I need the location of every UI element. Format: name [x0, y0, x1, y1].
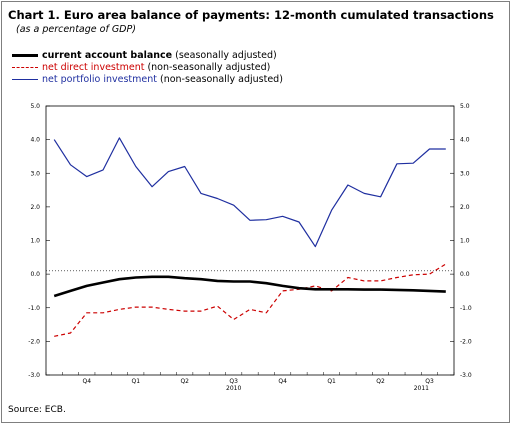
- legend-label-portfolio-investment: net portfolio investment: [42, 73, 157, 85]
- y-tick-label-left: 3.0: [30, 170, 40, 177]
- legend-swatch-portfolio-investment: [12, 78, 38, 80]
- y-tick-label-right: 5.0: [460, 103, 470, 110]
- y-tick-label-left: 5.0: [30, 103, 40, 110]
- legend: current account balance (seasonally adju…: [12, 49, 283, 85]
- y-tick-label-right: 4.0: [460, 137, 470, 144]
- series-line-net-direct-investment: [54, 263, 447, 337]
- x-quarter-label: Q4: [83, 378, 92, 385]
- y-tick-label-left: -2.0: [28, 338, 40, 345]
- chart-subtitle: (as a percentage of GDP): [16, 24, 136, 35]
- legend-label-current-account: current account balance: [42, 49, 173, 61]
- legend-item-direct-investment: net direct investment (non-seasonally ad…: [12, 61, 283, 73]
- legend-item-current-account: current account balance (seasonally adju…: [12, 49, 283, 61]
- x-quarter-label: Q2: [376, 378, 385, 385]
- x-year-label: 2010: [226, 385, 241, 392]
- legend-note-portfolio-investment: (non-seasonally adjusted): [160, 73, 283, 85]
- x-quarter-label: Q4: [278, 378, 287, 385]
- y-tick-label-left: 2.0: [30, 204, 40, 211]
- y-tick-label-left: -3.0: [28, 372, 40, 379]
- x-quarter-label: Q3: [229, 378, 238, 385]
- legend-swatch-direct-investment: [12, 66, 38, 68]
- x-quarter-label: Q2: [180, 378, 189, 385]
- legend-note-current-account: (seasonally adjusted): [175, 49, 277, 61]
- source-note: Source: ECB.: [8, 405, 66, 415]
- y-tick-label-right: 3.0: [460, 170, 470, 177]
- legend-note-direct-investment: (non-seasonally adjusted): [147, 61, 271, 73]
- x-year-label: 2011: [414, 385, 429, 392]
- y-tick-label-right: 0.0: [460, 271, 470, 278]
- legend-item-portfolio-investment: net portfolio investment (non-seasonally…: [12, 73, 283, 85]
- legend-label-direct-investment: net direct investment: [42, 61, 145, 73]
- y-tick-label-left: -1.0: [28, 305, 40, 312]
- y-tick-label-right: -2.0: [460, 338, 472, 345]
- series-line-current-account-balance: [53, 275, 446, 298]
- y-tick-label-right: -1.0: [460, 305, 472, 312]
- chart-title: Chart 1. Euro area balance of payments: …: [8, 8, 494, 22]
- y-tick-label-left: 4.0: [30, 137, 40, 144]
- legend-swatch-current-account: [12, 53, 38, 57]
- y-tick-label-left: 0.0: [30, 271, 40, 278]
- x-quarter-label: Q1: [327, 378, 336, 385]
- y-tick-label-left: 1.0: [30, 238, 40, 245]
- series-line-net-portfolio-investment: [53, 137, 446, 248]
- x-quarter-label: Q1: [131, 378, 140, 385]
- y-tick-label-right: 2.0: [460, 204, 470, 211]
- x-quarter-label: Q3: [425, 378, 434, 385]
- y-tick-label-right: -3.0: [460, 372, 472, 379]
- y-tick-label-right: 1.0: [460, 238, 470, 245]
- plot-area: [45, 105, 455, 376]
